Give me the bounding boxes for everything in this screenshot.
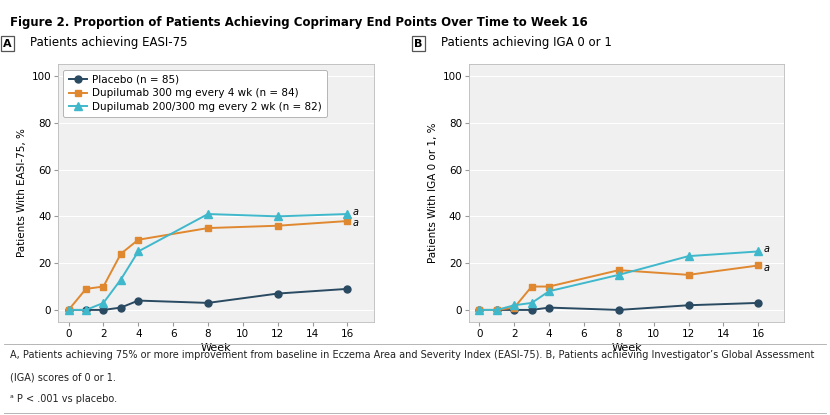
Text: a: a [764, 244, 769, 254]
Text: (IGA) scores of 0 or 1.: (IGA) scores of 0 or 1. [10, 373, 116, 383]
X-axis label: Week: Week [201, 343, 231, 353]
Text: Patients achieving EASI-75: Patients achieving EASI-75 [30, 36, 188, 49]
Text: B: B [414, 39, 422, 49]
Text: a: a [353, 218, 359, 228]
Text: A: A [3, 39, 12, 49]
Y-axis label: Patients With EASI-75, %: Patients With EASI-75, % [17, 129, 27, 257]
X-axis label: Week: Week [612, 343, 642, 353]
Text: Patients achieving IGA 0 or 1: Patients achieving IGA 0 or 1 [441, 36, 612, 49]
Text: a: a [764, 263, 769, 273]
Text: A, Patients achieving 75% or more improvement from baseline in Eczema Area and S: A, Patients achieving 75% or more improv… [10, 350, 814, 360]
Legend: Placebo (n = 85), Dupilumab 300 mg every 4 wk (n = 84), Dupilumab 200/300 mg eve: Placebo (n = 85), Dupilumab 300 mg every… [63, 70, 327, 117]
Text: ᵃ P < .001 vs placebo.: ᵃ P < .001 vs placebo. [10, 393, 117, 403]
Y-axis label: Patients With IGA 0 or 1, %: Patients With IGA 0 or 1, % [428, 123, 438, 263]
Text: a: a [353, 207, 359, 217]
Text: Figure 2. Proportion of Patients Achieving Coprimary End Points Over Time to Wee: Figure 2. Proportion of Patients Achievi… [10, 16, 588, 29]
